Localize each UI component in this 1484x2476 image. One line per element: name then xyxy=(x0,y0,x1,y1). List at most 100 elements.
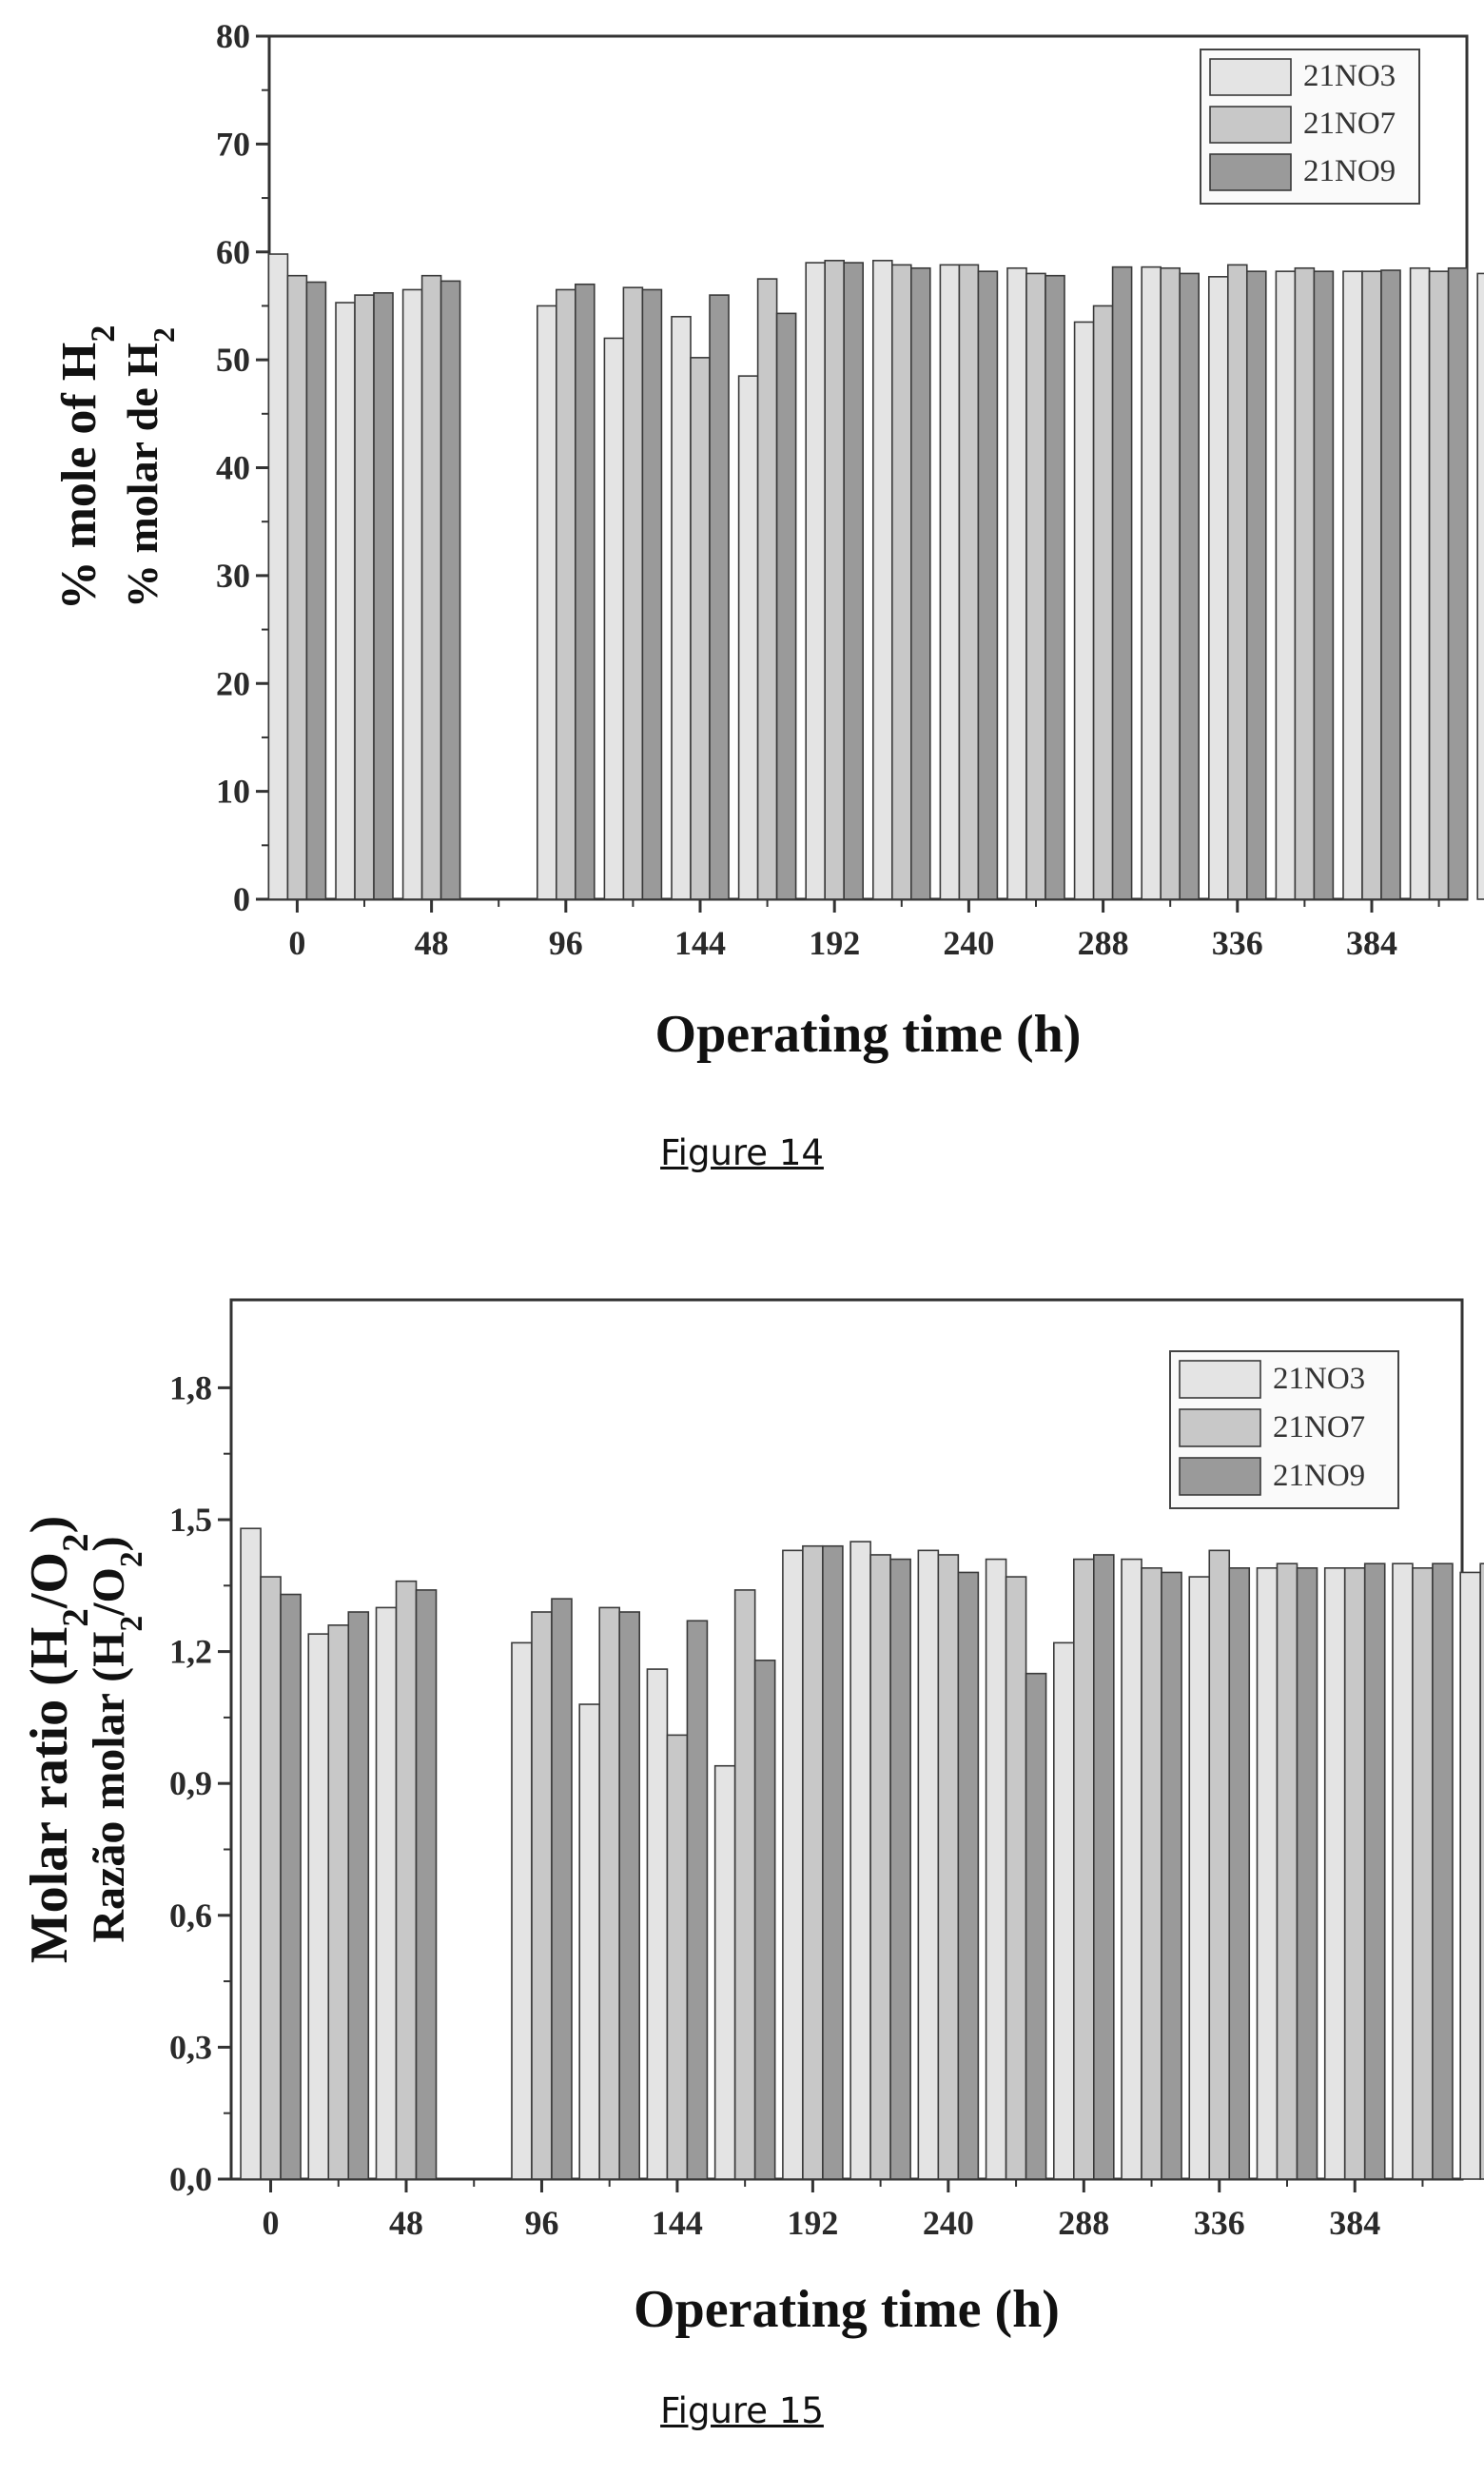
bar-21no7-192h xyxy=(824,260,846,900)
bar-21no7-408h xyxy=(1428,270,1450,900)
bar-21no7-336h xyxy=(1226,264,1248,900)
y-tick-label: 30 xyxy=(216,557,250,595)
y-tick-label: 0,6 xyxy=(169,1896,212,1935)
y-tick-label: 0,9 xyxy=(169,1764,212,1802)
y-axis-title: % mole of H2 xyxy=(52,325,122,611)
bar-21no3-216h xyxy=(849,1541,871,2180)
bar-21no3-192h xyxy=(782,1549,804,2180)
bar-21no3-0h xyxy=(267,253,289,900)
bar-21no3-408h xyxy=(1392,1562,1414,2180)
legend-label-21no7: 21NO7 xyxy=(1273,1410,1365,1444)
y-tick-label: 0,0 xyxy=(169,2160,212,2198)
bar-21no9-216h xyxy=(909,266,931,900)
bar-21no9-408h xyxy=(1447,266,1469,900)
bar-21no9-48h xyxy=(439,280,461,900)
bar-21no9-312h xyxy=(1179,272,1200,900)
bar-21no7-144h xyxy=(666,1734,689,2180)
bar-21no3-216h xyxy=(871,260,893,900)
bar-21no7-24h xyxy=(354,294,375,900)
y-tick-label: 1,5 xyxy=(169,1501,212,1539)
y-tick-label: 40 xyxy=(216,449,250,487)
y-tick-label: 1,2 xyxy=(169,1633,212,1671)
bar-21no9-0h xyxy=(280,1593,302,2180)
y-tick-label: 50 xyxy=(216,341,250,379)
bar-21no7-120h xyxy=(598,1606,620,2180)
bar-21no9-120h xyxy=(641,288,663,900)
bar-21no3-144h xyxy=(671,315,692,900)
bar-21no7-48h xyxy=(395,1580,418,2180)
bar-21no3-240h xyxy=(917,1549,940,2180)
bar-21no3-384h xyxy=(1342,270,1363,900)
y-tick-label: 70 xyxy=(216,125,250,163)
x-tick-label: 288 xyxy=(1078,924,1129,962)
x-axis-title: Operating time (h) xyxy=(634,2280,1060,2339)
bar-21no3-288h xyxy=(1053,1641,1075,2180)
bar-21no3-168h xyxy=(713,1764,736,2180)
bar-21no9-360h xyxy=(1313,270,1335,900)
bar-21no3-264h xyxy=(1006,266,1027,900)
x-tick-label: 144 xyxy=(674,924,726,962)
bar-21no9-192h xyxy=(843,262,865,900)
bar-21no3-384h xyxy=(1323,1567,1346,2180)
y-tick-label: 0 xyxy=(233,880,250,918)
bar-21no9-264h xyxy=(1025,1672,1047,2180)
y-tick-label: 20 xyxy=(216,664,250,702)
y-axis-title: Molar ratio (H2/O2) xyxy=(20,1516,96,1964)
bar-21no3-360h xyxy=(1275,270,1297,900)
bar-21no9-0h xyxy=(305,281,327,900)
y-axis-title-secondary: Razão molar (H2/O2) xyxy=(84,1536,149,1942)
x-tick-label: 96 xyxy=(549,924,583,962)
x-tick-label: 384 xyxy=(1346,924,1397,962)
bar-21no7-312h xyxy=(1160,266,1181,900)
x-tick-label: 0 xyxy=(288,924,305,962)
legend-label-21no3: 21NO3 xyxy=(1273,1362,1365,1396)
bar-21no9-192h xyxy=(822,1544,844,2180)
bar-21no7-216h xyxy=(869,1554,891,2180)
bar-21no7-264h xyxy=(1025,272,1046,900)
legend-swatch-21no7 xyxy=(1209,106,1292,144)
figure-15-chart: 0,0 0,3 0,6 0,9 1,2 1,5 1,8 0 48 96 144 192 240 288 33… xyxy=(20,1298,1484,2339)
legend-swatch-21no7 xyxy=(1179,1408,1261,1447)
bar-21no7-240h xyxy=(958,264,980,900)
bar-21no9-96h xyxy=(551,1598,573,2180)
bar-21no3-336h xyxy=(1207,276,1229,900)
bar-21no3-432h xyxy=(1459,1571,1481,2180)
bar-21no9-288h xyxy=(1111,265,1133,900)
x-tick-label: 336 xyxy=(1212,924,1263,962)
bar-21no3-192h xyxy=(805,262,827,900)
bar-21no3-120h xyxy=(578,1703,600,2180)
bar-21no9-360h xyxy=(1296,1567,1318,2180)
legend-swatch-21no9 xyxy=(1179,1457,1261,1496)
bar-21no7-384h xyxy=(1343,1567,1366,2180)
bar-21no9-384h xyxy=(1363,1562,1386,2180)
bar-21no9-336h xyxy=(1245,270,1267,900)
bar-21no7-192h xyxy=(802,1544,824,2180)
bar-21no3-48h xyxy=(375,1606,398,2180)
bar-21no3-48h xyxy=(401,288,423,900)
x-tick-label: 48 xyxy=(415,924,449,962)
bar-21no9-168h xyxy=(775,312,797,900)
bar-21no7-0h xyxy=(286,274,308,900)
bar-21no9-240h xyxy=(977,270,999,900)
bar-21no7-120h xyxy=(622,286,644,900)
bar-21no7-432h xyxy=(1479,1562,1484,2180)
bar-21no9-144h xyxy=(709,294,730,900)
y-tick-label: 10 xyxy=(216,773,250,811)
y-tick-label: 1,8 xyxy=(169,1368,212,1406)
bar-21no9-216h xyxy=(889,1558,911,2180)
bar-21no7-360h xyxy=(1276,1562,1298,2180)
bar-21no3-360h xyxy=(1256,1567,1279,2180)
bar-21no3-96h xyxy=(537,305,557,900)
legend-swatch-21no3 xyxy=(1179,1360,1261,1399)
bar-21no7-96h xyxy=(531,1611,553,2180)
x-tick-label: 0 xyxy=(263,2204,280,2242)
bar-21no7-48h xyxy=(420,274,442,900)
legend-swatch-21no9 xyxy=(1209,153,1292,191)
x-tick-label: 240 xyxy=(923,2204,974,2242)
bar-21no9-144h xyxy=(686,1620,709,2180)
bar-21no7-96h xyxy=(556,288,576,900)
x-tick-label: 192 xyxy=(809,924,860,962)
x-tick-label: 384 xyxy=(1329,2204,1380,2242)
bar-21no3-24h xyxy=(307,1633,330,2180)
bar-21no9-288h xyxy=(1093,1554,1115,2180)
